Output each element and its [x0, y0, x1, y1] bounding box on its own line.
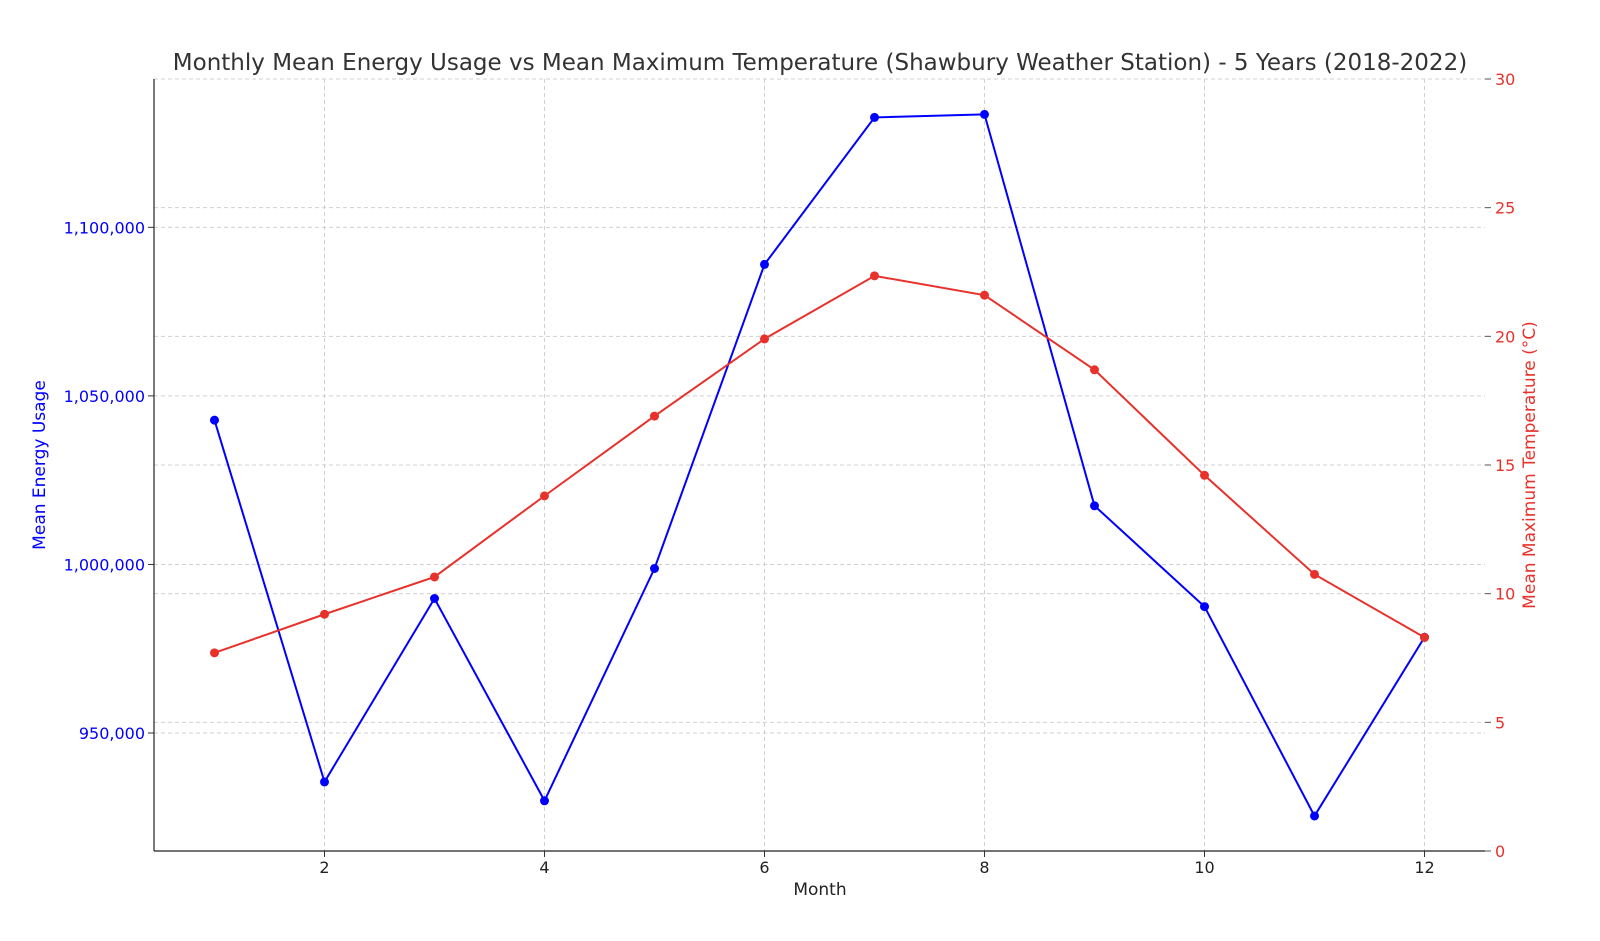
- data-point-energy: [980, 109, 989, 119]
- series-line-energy: [213, 113, 1426, 818]
- data-point-temperature: [1310, 569, 1319, 579]
- series: [210, 109, 1429, 821]
- y-tick-label-right: 0: [1495, 842, 1505, 861]
- data-point-energy: [650, 563, 659, 573]
- data-point-temperature: [650, 411, 659, 421]
- axes: 2 4 6 8 10 12 950,000 1,000,000 1,050,000 1,100,0…: [64, 70, 1516, 877]
- data-point-temperature: [1200, 470, 1209, 480]
- y-tick-label-right: 10: [1495, 585, 1515, 604]
- x-tick-label: 10: [1194, 858, 1214, 877]
- x-tick-label: 12: [1414, 858, 1434, 877]
- y-tick-label-left: 1,100,000: [64, 218, 145, 237]
- data-point-temperature: [1420, 632, 1429, 642]
- data-point-temperature: [540, 491, 549, 501]
- chart-title: Monthly Mean Energy Usage vs Mean Maximu…: [173, 50, 1467, 76]
- series-line-temperature: [214, 274, 1425, 654]
- data-point-energy: [210, 415, 219, 425]
- data-point-temperature: [430, 572, 439, 582]
- x-tick-label: 2: [319, 858, 329, 877]
- data-point-energy: [1090, 501, 1099, 511]
- data-point-temperature: [320, 609, 329, 619]
- y-tick-label-right: 25: [1495, 199, 1515, 218]
- y-tick-label-right: 15: [1495, 456, 1515, 475]
- data-point-energy: [870, 112, 879, 122]
- data-point-temperature: [760, 334, 769, 344]
- y-tick-label-right: 30: [1495, 70, 1515, 89]
- x-axis-label: Month: [793, 880, 846, 900]
- y-tick-label-right: 20: [1495, 327, 1515, 346]
- data-point-energy: [1310, 811, 1319, 821]
- data-point-temperature: [210, 648, 219, 658]
- data-point-energy: [430, 593, 439, 603]
- data-point-energy: [320, 777, 329, 787]
- y-axis-label-right: Mean Maximum Temperature (°C): [1520, 321, 1540, 609]
- x-tick-label: 8: [979, 858, 989, 877]
- x-tick-label: 4: [539, 858, 549, 877]
- y-tick-label-left: 1,050,000: [64, 387, 145, 406]
- data-point-energy: [1200, 602, 1209, 612]
- y-tick-label-left: 1,000,000: [64, 555, 145, 574]
- x-tick-label: 6: [759, 858, 769, 877]
- grid: [154, 78, 1485, 852]
- data-point-temperature: [870, 271, 879, 281]
- y-tick-label-left: 950,000: [79, 724, 145, 743]
- y-axis-label-left: Mean Energy Usage: [30, 380, 50, 550]
- data-point-temperature: [1090, 365, 1099, 375]
- y-tick-label-right: 5: [1495, 713, 1505, 732]
- data-point-energy: [540, 796, 549, 806]
- data-point-temperature: [980, 290, 989, 300]
- data-point-energy: [760, 259, 769, 269]
